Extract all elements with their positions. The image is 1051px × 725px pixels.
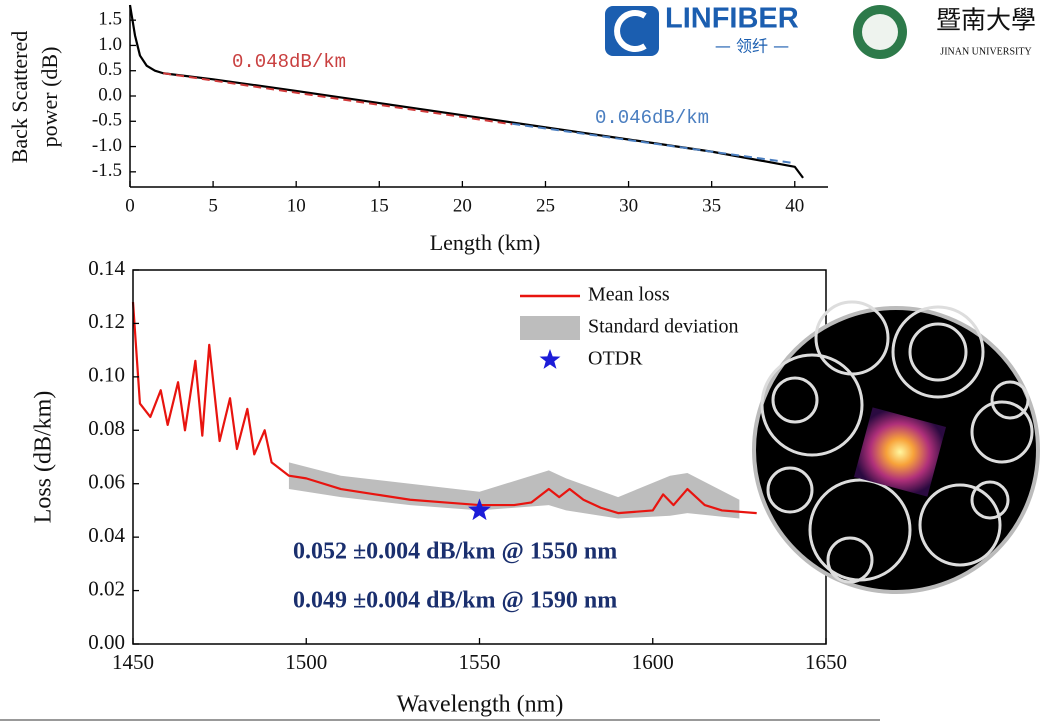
x-tick-label: 15 [370, 195, 389, 216]
annotation: 0.052 ±0.004 dB/km @ 1550 nm [293, 539, 617, 565]
logo-bar: LINFIBER — 领纤 — 暨南大學 JINAN UNIVERSITY [598, 0, 1051, 64]
x-tick-label: 20 [453, 195, 472, 216]
std-band [288, 462, 740, 519]
y-axis-label: Loss (dB/km) [31, 391, 57, 524]
university-seal-inner [862, 14, 898, 50]
y-tick-label: 0.08 [88, 416, 125, 440]
y-tick-label: 1.5 [98, 9, 122, 30]
x-tick-label: 35 [702, 195, 721, 216]
y-axis-label: power (dB) [37, 47, 62, 148]
y-tick-label: -0.5 [92, 110, 122, 131]
y-tick-label: 0.02 [88, 576, 125, 600]
legend-swatch [520, 316, 580, 340]
x-tick-label: 5 [208, 195, 218, 216]
legend-label: Standard deviation [588, 316, 739, 338]
y-tick-label: 1.0 [98, 34, 122, 55]
fiber-capillaries [760, 300, 1034, 584]
charts: 0 5 10 15 20 25 30 35 40 1.5 1.0 0.5 0.0 -0.5 -1.0 -1.5… [7, 4, 847, 718]
y-tick-label: 0.0 [98, 84, 122, 105]
university-name-cn: 暨南大學 [936, 6, 1036, 35]
y-axis-label: Back Scattered [7, 31, 32, 164]
y-tick-label: 0.12 [88, 309, 125, 333]
logo-background [598, 0, 1051, 64]
annotation: 0.048dB/km [232, 51, 346, 73]
x-axis-label: Length (km) [430, 230, 541, 255]
x-tick-label: 1600 [632, 650, 674, 674]
x-tick-label: 40 [785, 195, 804, 216]
x-tick-label: 1550 [459, 650, 501, 674]
x-tick-label: 10 [287, 195, 306, 216]
x-tick-label: 1500 [285, 650, 327, 674]
fiber-core-mode [853, 407, 947, 497]
university-name: JINAN UNIVERSITY [940, 46, 1031, 57]
data-line [131, 301, 757, 515]
annotation: 0.049 ±0.004 dB/km @ 1590 nm [293, 588, 617, 614]
x-tick-label: 25 [536, 195, 555, 216]
linfiber-icon-arc [614, 10, 647, 52]
y-tick-label: 0.14 [88, 256, 125, 280]
y-tick-label: 0.06 [88, 470, 125, 494]
fiber-image [752, 300, 1040, 594]
annotation: 0.046dB/km [595, 107, 709, 129]
x-axis-label: Wavelength (nm) [397, 692, 564, 718]
company-name-cn: — 领纤 — [715, 37, 789, 56]
company-name: LINFIBER [665, 3, 799, 35]
x-tick-label: 1650 [805, 650, 847, 674]
y-tick-label: 0.5 [98, 59, 122, 80]
y-tick-label: -1.0 [92, 135, 122, 156]
y-tick-label: 0.04 [88, 523, 125, 547]
legend-label: OTDR [588, 348, 643, 370]
otdr-point [468, 498, 491, 521]
y-tick-label: 0.10 [88, 363, 125, 387]
y-tick-label: -1.5 [92, 160, 122, 181]
fit-line [512, 122, 795, 165]
legend-swatch [539, 349, 561, 369]
x-tick-label: 1450 [112, 650, 154, 674]
legend-label: Mean loss [588, 284, 670, 306]
y-tick-label: 0.00 [88, 630, 125, 654]
fit-line [163, 72, 513, 126]
x-tick-label: 0 [125, 195, 135, 216]
x-tick-label: 30 [619, 195, 638, 216]
